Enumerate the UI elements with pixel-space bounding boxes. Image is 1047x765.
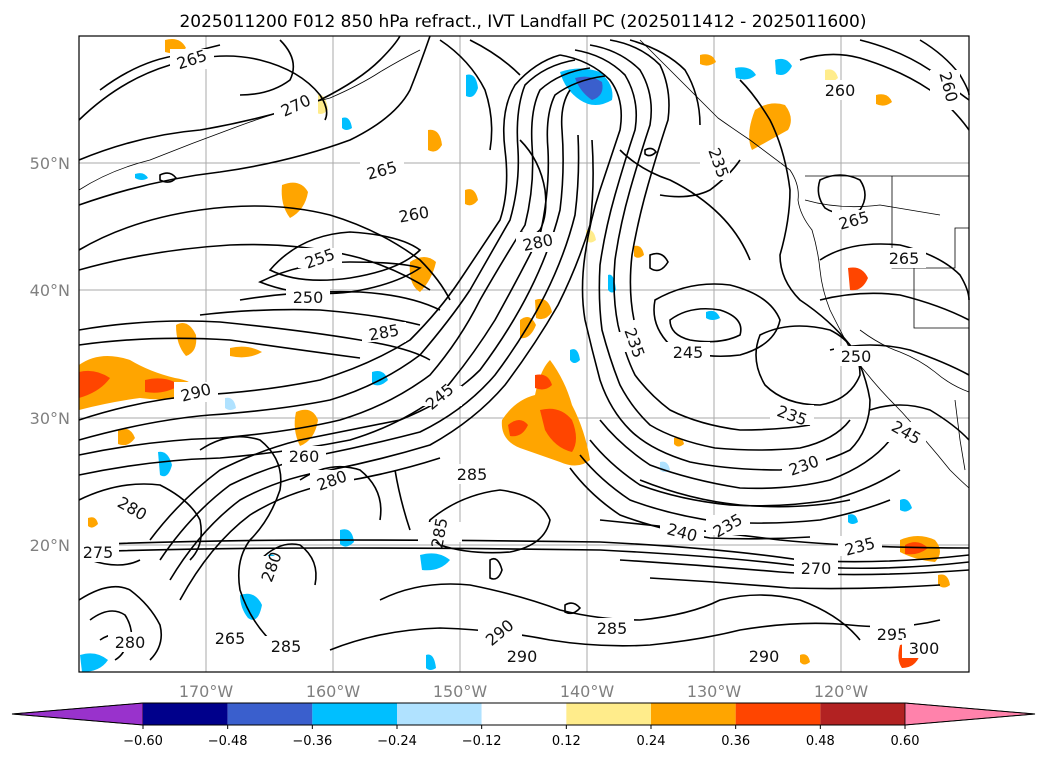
colorbar-tick-label: −0.24 — [377, 734, 417, 749]
colorbar: −0.60 −0.48 −0.36 −0.24 −0.12 0.12 0.24 0.36 0.4… — [11, 702, 1036, 749]
positive-correlation-patches — [79, 39, 950, 668]
contour-label: 295 — [877, 625, 908, 644]
lon-label-160w: 160°W — [306, 682, 361, 701]
lon-label-130w: 130°W — [687, 682, 742, 701]
longitude-labels: 170°W 160°W 150°W 140°W 130°W 120°W — [179, 682, 869, 701]
contour-labels: 265 270 265 260 255 250 285 290 280 280 … — [79, 46, 962, 666]
map-panel: 265 270 265 260 255 250 285 290 280 280 … — [78, 35, 970, 673]
colorbar-segment — [735, 703, 821, 725]
colorbar-segment — [651, 703, 736, 725]
contour-label: 260 — [825, 81, 856, 100]
contour-label: 250 — [293, 288, 324, 307]
colorbar-segment — [481, 703, 567, 725]
colorbar-extend-low — [11, 702, 144, 726]
colorbar-tick-label: 0.60 — [891, 734, 920, 749]
lat-label-20n: 20°N — [30, 536, 70, 555]
contour-label: 290 — [507, 647, 538, 666]
colorbar-tick-label: −0.12 — [462, 734, 502, 749]
contour-label: 285 — [457, 465, 488, 484]
contour-label: 250 — [841, 347, 872, 366]
map-title: 2025011200 F012 850 hPa refract., IVT La… — [179, 12, 866, 32]
lat-label-50n: 50°N — [30, 154, 70, 173]
contour-label: 280 — [115, 633, 146, 652]
colorbar-tick-label: −0.60 — [123, 734, 163, 749]
lon-label-120w: 120°W — [814, 682, 869, 701]
colorbar-segment — [143, 703, 228, 725]
contour-label: 265 — [889, 249, 920, 268]
colorbar-tick-label: −0.36 — [292, 734, 332, 749]
colorbar-tick-label: 0.12 — [552, 734, 581, 749]
lat-label-30n: 30°N — [30, 409, 70, 428]
colorbar-segment — [820, 703, 905, 725]
latitude-labels: 50°N 40°N 30°N 20°N — [30, 154, 70, 555]
colorbar-tick-label: 0.36 — [721, 734, 750, 749]
colorbar-segment — [227, 703, 313, 725]
refractivity-contours — [78, 35, 970, 661]
lon-label-140w: 140°W — [560, 682, 615, 701]
contour-label: 260 — [289, 447, 320, 466]
lon-label-150w: 150°W — [433, 682, 488, 701]
colorbar-segment — [566, 703, 651, 725]
colorbar-tick-label: 0.24 — [637, 734, 666, 749]
colorbar-extend-high — [904, 702, 1036, 726]
contour-label: 285 — [271, 637, 302, 656]
contour-label: 300 — [909, 639, 940, 658]
contour-label: 270 — [801, 559, 832, 578]
contour-label: 275 — [83, 543, 114, 562]
lat-label-40n: 40°N — [30, 281, 70, 300]
contour-label: 245 — [673, 343, 704, 362]
contour-label: 290 — [749, 647, 780, 666]
colorbar-segment — [397, 703, 482, 725]
map-frame — [78, 35, 970, 673]
contour-label: 265 — [215, 629, 246, 648]
colorbar-segment — [312, 703, 397, 725]
lon-label-170w: 170°W — [179, 682, 234, 701]
colorbar-tick-label: −0.48 — [208, 734, 248, 749]
colorbar-tick-label: 0.48 — [806, 734, 835, 749]
contour-label: 285 — [597, 619, 628, 638]
